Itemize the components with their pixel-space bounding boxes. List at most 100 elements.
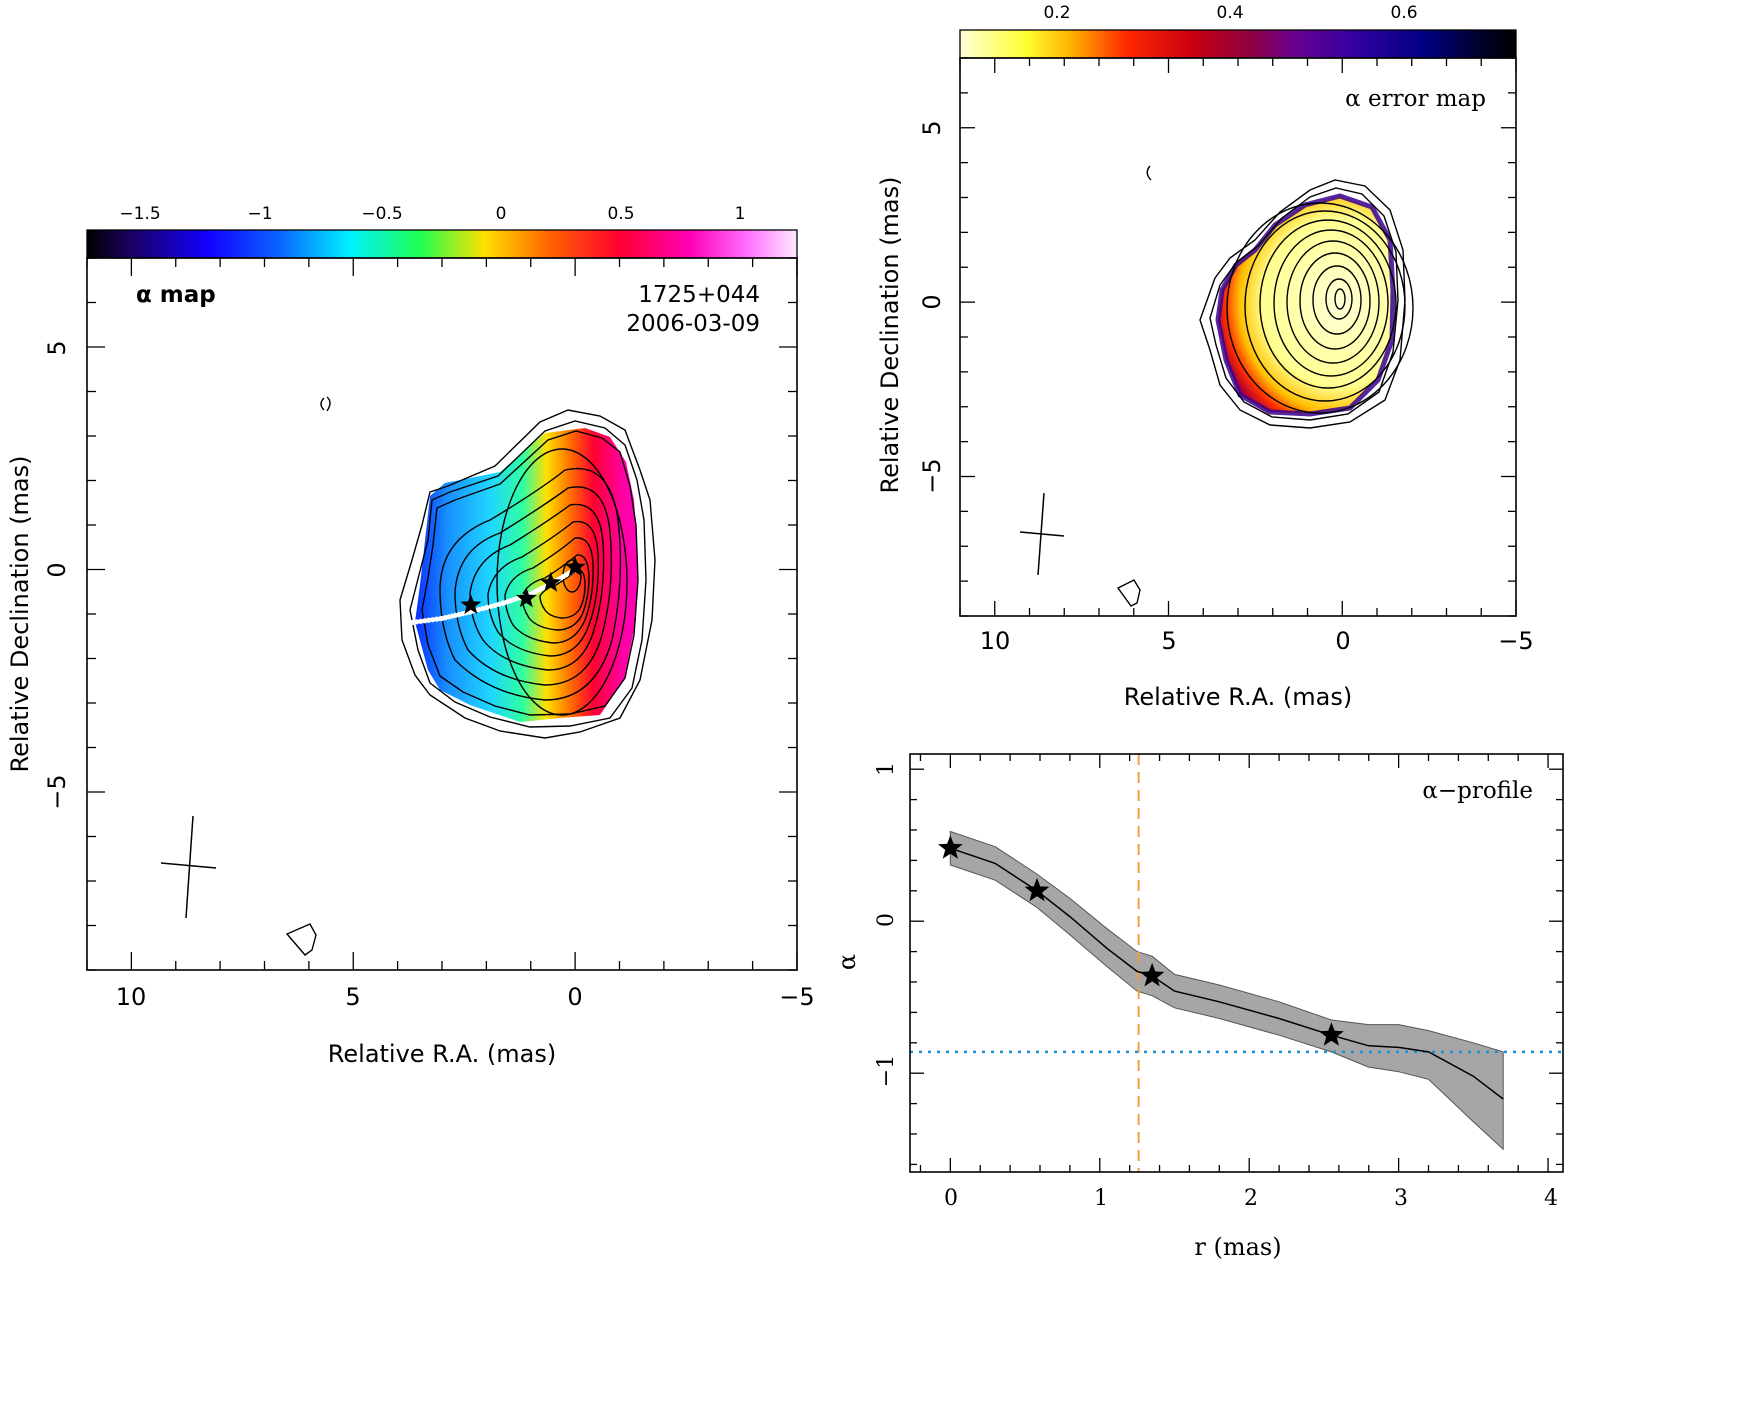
profile-xtick-label: 4: [1544, 1186, 1558, 1211]
alpha-colored-region: [415, 428, 638, 722]
ridge-dot: [418, 618, 424, 624]
error-contour: [1244, 210, 1406, 402]
alpha-map-label: α map: [136, 282, 216, 308]
alpha-ytick-label: −5: [43, 774, 71, 809]
error-contour-core: [1334, 288, 1346, 310]
error-contour-island: [1146, 165, 1152, 181]
alpha-xtick-label: −5: [779, 983, 814, 1011]
alpha-xtick-label: 5: [345, 983, 360, 1011]
error-beam-cross: [1019, 492, 1065, 576]
ridge-dot: [476, 607, 482, 613]
error-map-ticks: [959, 57, 1517, 617]
error-ytick-label: 0: [918, 294, 946, 309]
profile-xtick-label: 1: [1094, 1186, 1108, 1211]
alpha-ytick-label: 0: [43, 562, 71, 577]
alpha-contour: [409, 420, 647, 728]
alpha-contour: [439, 468, 622, 701]
ridge-star: [540, 571, 562, 592]
ridge-dot: [480, 605, 486, 612]
alpha-contour: [421, 430, 639, 716]
error-map-panel: 0.2 0.4 0.6: [876, 3, 1534, 711]
error-contour: [1273, 229, 1389, 377]
profile-ylabel: α: [833, 954, 861, 970]
error-xtick-label: −5: [1498, 627, 1533, 655]
alpha-cbar-tick: 0.5: [607, 204, 634, 224]
alpha-beam-cross: [160, 815, 217, 919]
profile-star: [938, 835, 963, 859]
ridge-dot: [414, 619, 420, 625]
alpha-ridge-stars: [460, 556, 586, 614]
alpha-contour: [469, 503, 605, 671]
ridge-dot: [492, 602, 498, 608]
error-map-label: α error map: [1345, 86, 1486, 112]
error-ytick-label: 5: [918, 120, 946, 135]
ridge-dot: [434, 616, 440, 622]
alpha-map-ticks: [86, 257, 798, 971]
error-xlabel: Relative R.A. (mas): [1124, 683, 1352, 711]
ridge-dot: [422, 618, 428, 624]
error-cbar-tick: 0.6: [1390, 3, 1417, 23]
ridge-dot: [430, 617, 436, 623]
profile-frame: [909, 753, 1564, 1173]
alpha-contour: [496, 448, 628, 716]
profile-ticks: [910, 754, 1563, 1172]
alpha-cbar-tick: −1: [247, 204, 272, 224]
error-xtick-label: 0: [1335, 627, 1350, 655]
profile-ytick-label: 1: [874, 762, 899, 776]
error-beam-shape: [1116, 579, 1141, 607]
error-contour: [1259, 219, 1397, 389]
profile-star: [1024, 877, 1050, 902]
profile-star: [1319, 1022, 1344, 1046]
error-contour: [1226, 202, 1414, 414]
profile-ytick-label: −1: [874, 1055, 899, 1087]
error-contour: [1312, 265, 1362, 335]
profile-xlabel: r (mas): [1194, 1233, 1281, 1261]
ridge-star: [460, 594, 482, 614]
alpha-colorbar: [86, 229, 798, 259]
ridge-star: [515, 587, 537, 608]
ridge-dot: [496, 601, 502, 607]
alpha-contour: [454, 486, 613, 686]
alpha-ytick-label: 5: [43, 340, 71, 355]
alpha-contour: [521, 554, 590, 631]
alpha-profile-panel: α−profile 0 1 2 3 4 r (mas) 1 0 −1 α: [833, 753, 1564, 1261]
alpha-contour-outer: [399, 409, 656, 739]
profile-label: α−profile: [1422, 778, 1533, 804]
error-contour: [1209, 187, 1399, 421]
profile-ytick-label: 0: [874, 913, 899, 927]
error-contour: [1299, 252, 1371, 350]
profile-xtick-label: 3: [1394, 1186, 1408, 1211]
profile-error-band: [949, 830, 1504, 1151]
alpha-xtick-label: 0: [567, 983, 582, 1011]
error-ytick-label: −5: [918, 458, 946, 493]
alpha-map-date: 2006-03-09: [626, 311, 760, 337]
error-ylabel: Relative Declination (mas): [876, 176, 904, 493]
error-cbar-tick: 0.2: [1043, 3, 1070, 23]
alpha-cbar-tick: −1.5: [119, 204, 160, 224]
alpha-cbar-tick: 1: [735, 204, 746, 224]
profile-xtick-label: 2: [1244, 1186, 1258, 1211]
alpha-xtick-label: 10: [116, 983, 147, 1011]
error-xtick-label: 5: [1161, 627, 1176, 655]
error-contour: [1325, 278, 1353, 320]
ridge-dot: [410, 619, 416, 625]
alpha-contours: [285, 396, 656, 956]
alpha-xlabel: Relative R.A. (mas): [328, 1040, 556, 1068]
error-contours: [1116, 165, 1414, 607]
alpha-map-source: 1725+044: [638, 282, 760, 308]
alpha-beam-shape: [285, 923, 317, 956]
alpha-colorbar-ticks: −1.5 −1 −0.5 0 0.5 1: [119, 204, 745, 224]
profile-series-line: [950, 847, 1504, 1100]
ridge-star: [564, 556, 586, 577]
ridge-dot: [484, 604, 490, 611]
error-colored-region: [1218, 196, 1393, 414]
alpha-cbar-tick: −0.5: [361, 204, 402, 224]
error-xtick-label: 10: [980, 627, 1011, 655]
profile-stars: [938, 835, 1344, 1046]
profile-star: [1139, 962, 1165, 987]
profile-xtick-label: 0: [944, 1186, 958, 1211]
ridge-dot: [406, 620, 412, 626]
error-colorbar: [959, 29, 1517, 59]
error-contour: [1286, 240, 1380, 364]
alpha-map-panel: −1.5 −1 −0.5 0 0.5 1: [6, 204, 815, 1068]
